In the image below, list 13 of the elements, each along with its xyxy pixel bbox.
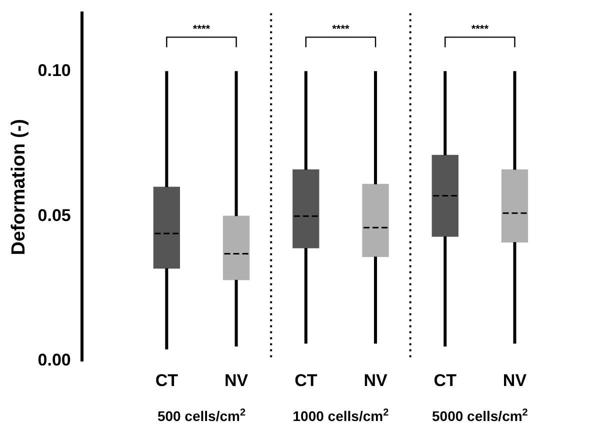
annotation: ****	[192, 24, 211, 36]
x-tick-label: CT	[434, 371, 458, 390]
annotation: ****	[471, 24, 490, 36]
x-tick-label: NV	[502, 371, 528, 390]
x-tick-label: CT	[155, 371, 179, 390]
x-tick-label: NV	[364, 371, 388, 390]
y-tick-label: 0.00	[38, 350, 71, 370]
x-tick-label: NV	[224, 371, 249, 390]
y-tick-label: 0.10	[38, 60, 71, 80]
x-tick-label: CT	[294, 371, 318, 390]
annotation: ****	[332, 24, 350, 36]
y-tick-label: 0.05	[38, 206, 71, 225]
y-axis-title: Deformation (-)	[8, 119, 30, 256]
